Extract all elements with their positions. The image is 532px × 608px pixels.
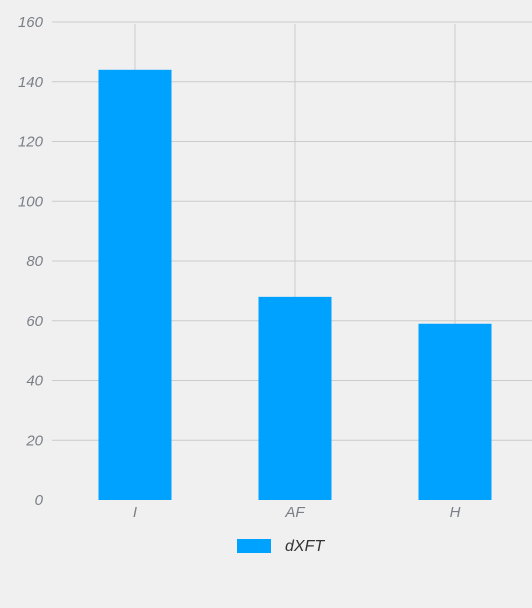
x-axis-tick-labels: I AF H: [133, 504, 461, 521]
y-axis-tick-labels: 0 20 40 60 80 100 120 140 160: [18, 14, 44, 509]
y-tick-label: 40: [26, 373, 43, 390]
y-tick-label: 120: [18, 134, 44, 151]
y-tick-label: 80: [26, 253, 43, 270]
y-tick-label: 0: [35, 492, 44, 509]
bar-i: [98, 69, 172, 501]
bar-af: [258, 296, 332, 500]
x-tick-label: H: [450, 504, 461, 521]
x-tick-label: I: [133, 504, 137, 521]
y-tick-label: 140: [18, 74, 44, 91]
y-tick-label: 160: [18, 14, 44, 31]
legend: dXFT: [237, 538, 325, 555]
x-tick-label: AF: [284, 504, 305, 521]
bars: [98, 69, 492, 501]
bar-h: [418, 323, 492, 500]
y-tick-label: 20: [25, 432, 43, 449]
y-tick-label: 60: [26, 313, 43, 330]
legend-label-dxft: dXFT: [285, 538, 325, 555]
y-tick-label: 100: [18, 193, 44, 210]
legend-swatch-dxft: [237, 539, 271, 553]
